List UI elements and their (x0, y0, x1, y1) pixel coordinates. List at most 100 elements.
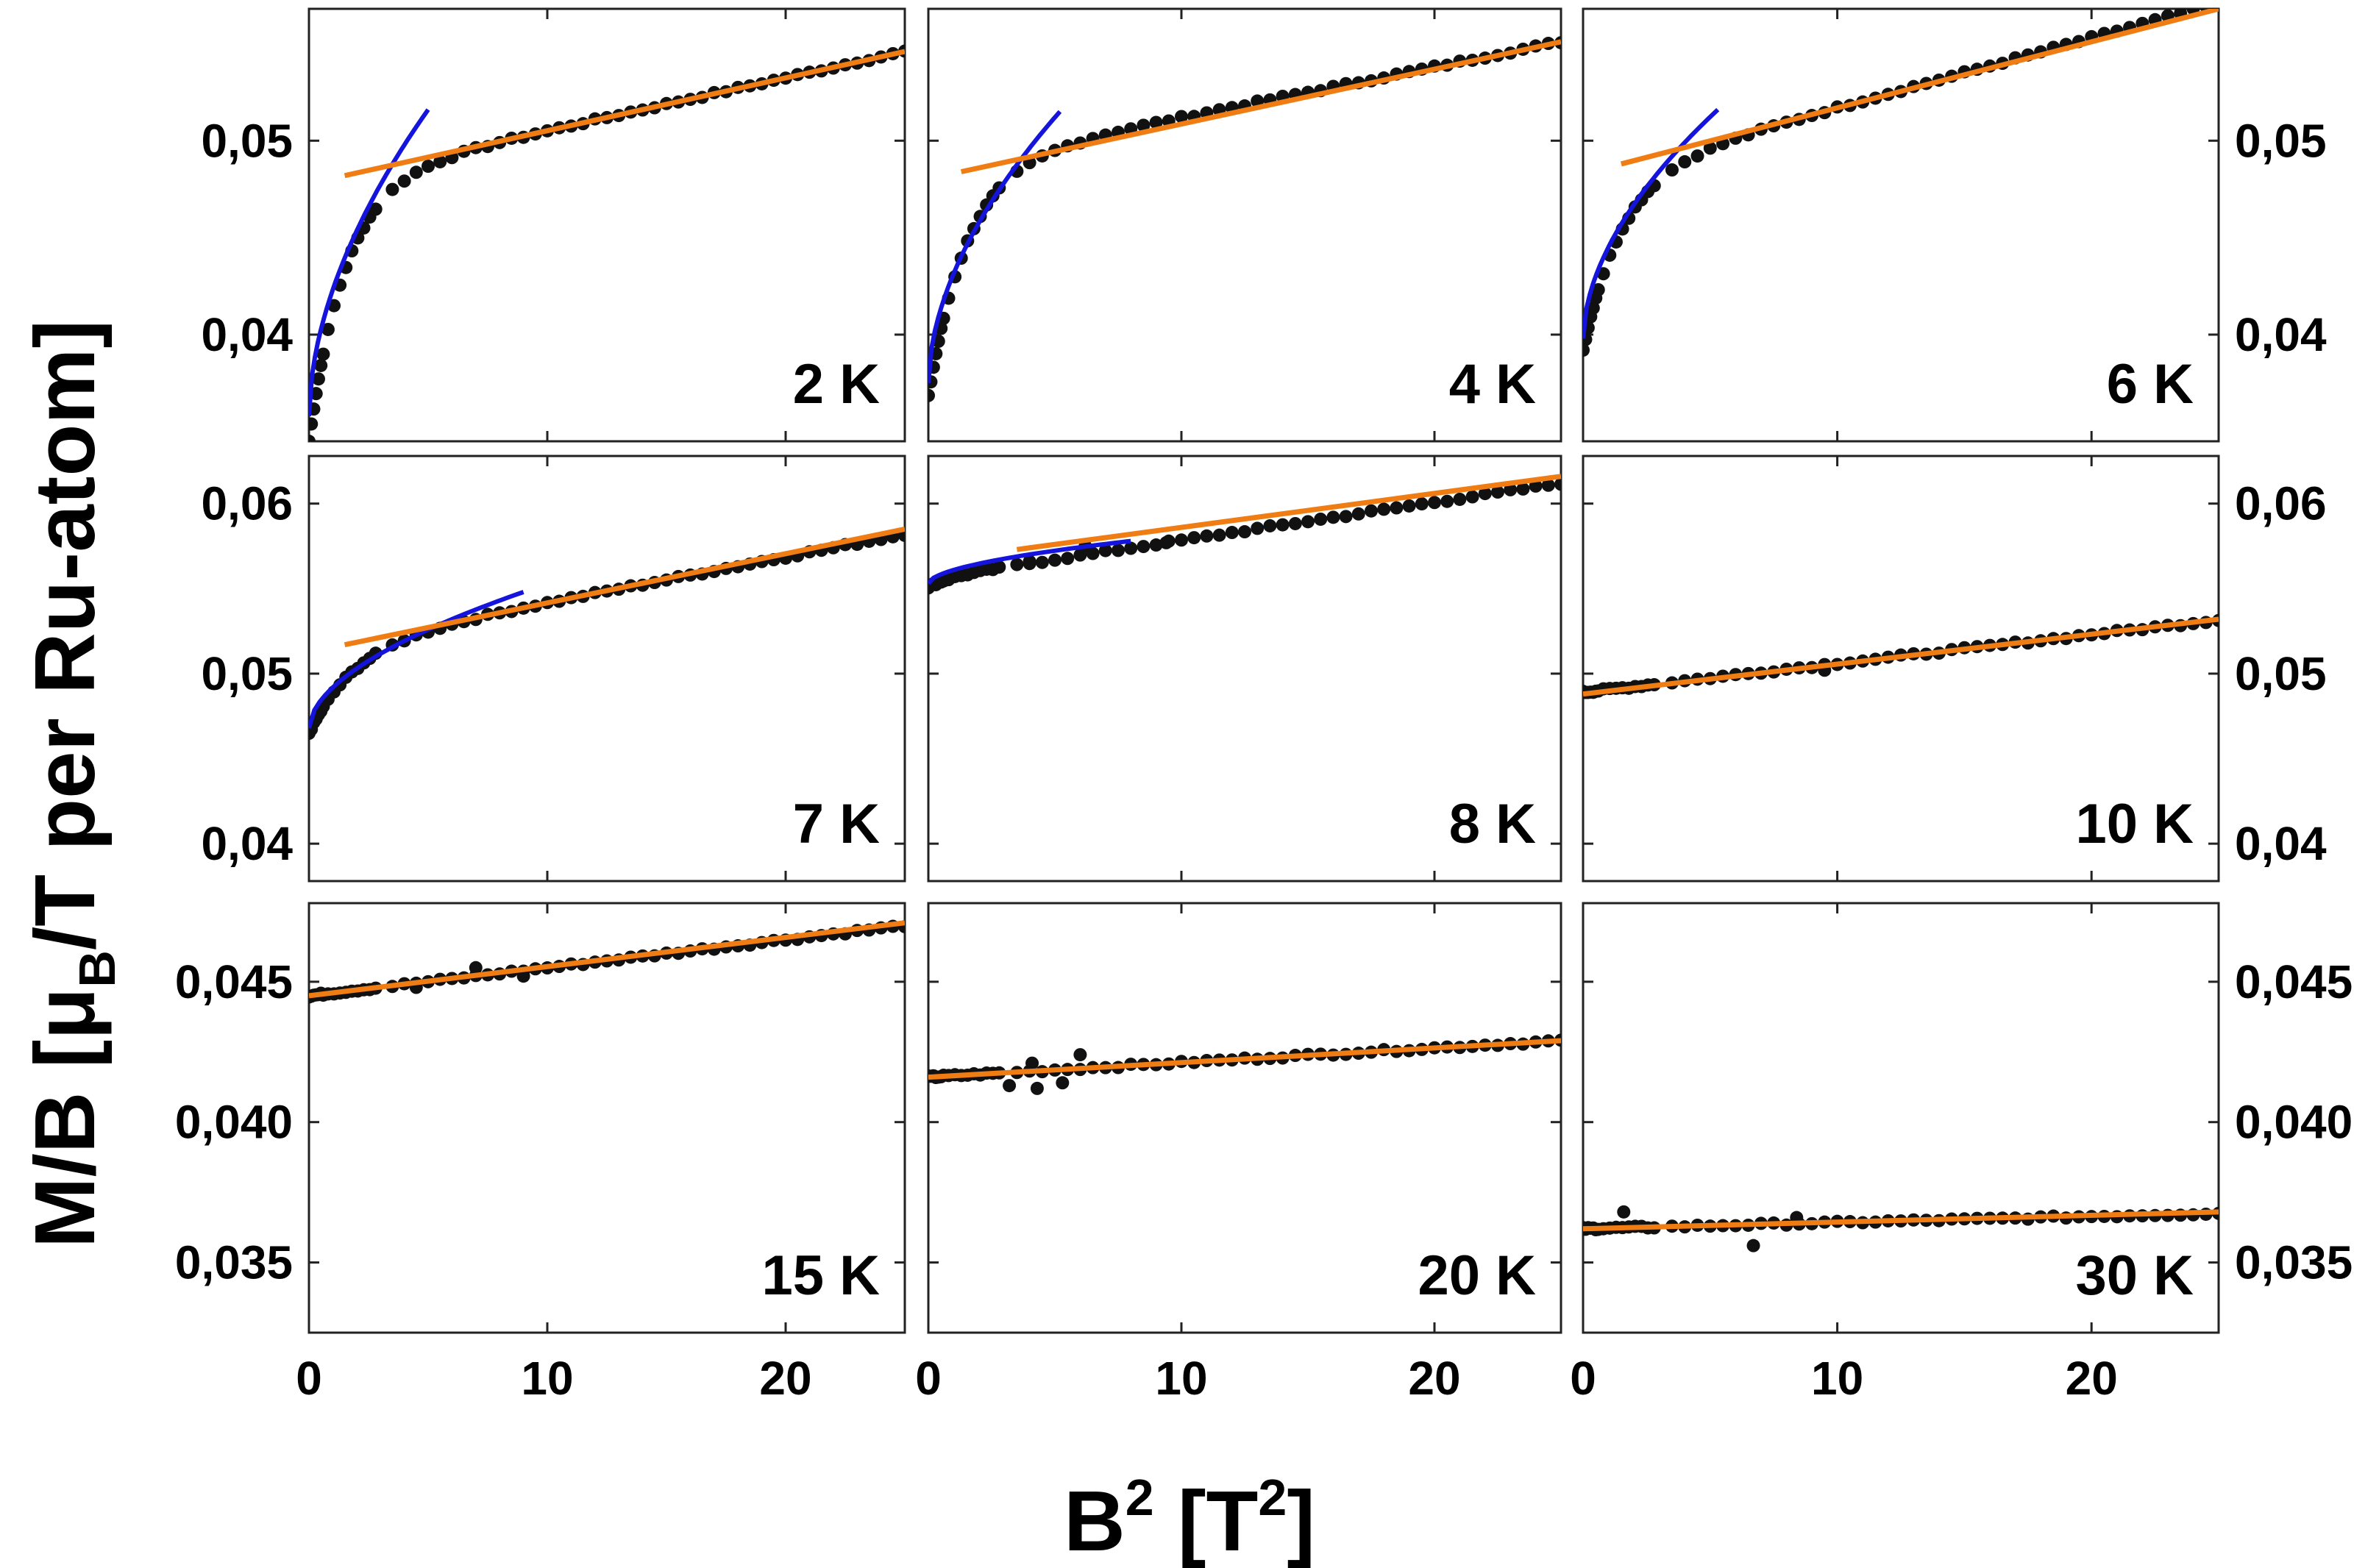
panel-data (309, 919, 905, 1004)
panel-data (1583, 1205, 2219, 1252)
data-point (1402, 499, 1416, 513)
x-tick-label: 10 (1155, 1352, 1207, 1405)
y-tick-label: 0,040 (2235, 1096, 2353, 1149)
data-point (1124, 541, 1138, 555)
data-point (1276, 518, 1290, 532)
panel-15-k: 0 10 20 0,035 0,040 0,045 15 K (175, 902, 906, 1405)
data-point (1504, 482, 1518, 496)
temperature-label: 2 K (793, 353, 880, 416)
temperature-label: 30 K (2075, 1244, 2194, 1307)
blue-fit-line (928, 538, 1131, 585)
panel-frame (927, 902, 1562, 1334)
x-tick-label: 0 (915, 1352, 942, 1405)
panel-data (928, 474, 1561, 595)
panel-data (928, 36, 1561, 402)
data-point (1288, 516, 1302, 530)
data-point (1137, 118, 1151, 132)
panel-frame (307, 7, 906, 443)
y-tick-label: 0,035 (175, 1236, 293, 1289)
data-point (1314, 512, 1328, 526)
panel-2-k: 0,04 0,05 2 K (201, 7, 906, 443)
data-point (422, 160, 435, 174)
data-point (385, 182, 399, 196)
data-point (1586, 301, 1600, 315)
data-point (397, 174, 411, 188)
y-tick-label: 0,05 (201, 647, 293, 700)
data-point (1149, 538, 1163, 552)
y-tick-label: 0,045 (2235, 955, 2353, 1008)
data-point (1326, 510, 1340, 524)
data-point (1390, 501, 1404, 515)
x-tick-label: 0 (296, 1352, 322, 1405)
data-point (928, 388, 935, 402)
data-point-outlier (1003, 1079, 1017, 1093)
orange-fit-line (1016, 474, 1561, 552)
panel-30-k: 0 10 20 0,035 0,040 0,045 30 K (1570, 902, 2353, 1405)
panel-6-k: 0,04 0,05 6 K (1582, 7, 2327, 443)
data-point (1149, 115, 1163, 129)
y-tick-label: 0,05 (201, 114, 293, 167)
temperature-label: 10 K (2075, 793, 2194, 855)
data-point (409, 165, 423, 179)
y-tick-label: 0,035 (2235, 1236, 2353, 1289)
temperature-label: 7 K (793, 793, 880, 855)
blue-fit-line (1583, 107, 1720, 339)
data-point (1415, 497, 1429, 511)
panel-frame (1582, 7, 2220, 443)
data-point (1365, 504, 1378, 518)
data-point (1665, 163, 1679, 177)
y-tick-label: 0,04 (2235, 817, 2327, 870)
data-point (1339, 510, 1353, 524)
y-tick-label: 0,06 (2235, 477, 2327, 530)
orange-fit-line (960, 39, 1561, 174)
x-tick-label: 0 (1570, 1352, 1596, 1405)
orange-fit-line (1620, 9, 2219, 167)
data-point (1690, 149, 1704, 163)
data-point (1541, 478, 1555, 492)
data-point (1200, 529, 1214, 543)
orange-fit-line (344, 526, 905, 648)
data-point-outlier (469, 961, 483, 974)
y-tick-label: 0,05 (2235, 114, 2327, 167)
temperature-label: 20 K (1418, 1244, 1536, 1307)
panel-frame (307, 455, 906, 883)
panel-data (309, 526, 905, 741)
orange-fit-line (1583, 1209, 2219, 1232)
y-axis-title: M/B [μB/T per Ru-atom] (17, 320, 126, 1248)
orange-fit-line (928, 1038, 1561, 1080)
x-tick-label: 20 (2066, 1352, 2118, 1405)
orange-fit-line (1583, 616, 2219, 697)
data-point-outlier (1023, 555, 1036, 569)
data-point (992, 560, 1006, 574)
data-point (1440, 494, 1454, 508)
x-tick-label: 10 (1811, 1352, 1863, 1405)
data-point-outlier (1617, 1205, 1631, 1219)
blue-fit-line (309, 108, 430, 416)
panel-frame (1582, 902, 2220, 1334)
panel-20-k: 0 10 20 20 K (915, 902, 1562, 1405)
data-point (1465, 490, 1479, 504)
data-point (1516, 482, 1530, 496)
y-tick-label: 0,045 (175, 955, 293, 1008)
data-point-outlier (516, 969, 530, 983)
data-point (314, 358, 328, 372)
data-point (1703, 141, 1717, 155)
panel-4-k: 4 K (927, 7, 1562, 443)
data-point-outlier (1025, 1056, 1039, 1070)
orange-fit-line (309, 920, 905, 999)
data-point-outlier (1030, 1081, 1044, 1095)
data-point (1225, 526, 1239, 540)
data-point (309, 435, 316, 441)
data-point (1263, 518, 1277, 532)
panel-data (928, 1033, 1561, 1095)
data-point (1583, 343, 1590, 357)
data-point (316, 347, 330, 361)
data-point (1048, 553, 1062, 567)
data-point (1212, 528, 1226, 542)
panel-8-k: 8 K (927, 455, 1562, 883)
temperature-label: 6 K (2107, 353, 2194, 416)
data-point (1478, 487, 1492, 501)
panel-frame (307, 902, 906, 1334)
data-point (1010, 557, 1024, 571)
